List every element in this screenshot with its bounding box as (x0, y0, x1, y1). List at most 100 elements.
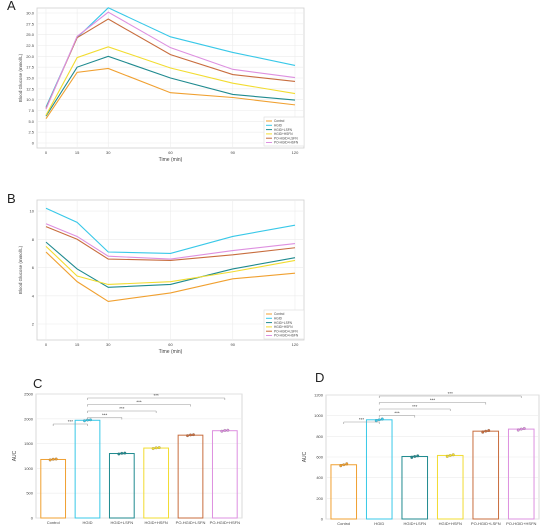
chart-d-ytick-label: 400 (316, 475, 323, 480)
chart-d-data-point (519, 427, 523, 431)
chart-c-data-point (117, 452, 121, 456)
chart-a-series-line-2 (45, 55, 296, 117)
chart-b-xtick-label: 15 (75, 342, 80, 347)
chart-c-bar-3 (143, 447, 170, 519)
chart-d-category-label: PO-HGID+LSFN (471, 521, 501, 526)
chart-a-legend-label: HGID+HSFN (274, 132, 293, 136)
chart-b-xtick-label: 30 (106, 342, 111, 347)
chart-a-ytick-label: 15.0 (26, 76, 35, 81)
chart-b-legend-label: Control (274, 312, 285, 316)
chart-c-ytick-label: 1000 (24, 466, 34, 471)
chart-d-category-label: HGID (374, 521, 384, 526)
chart-d-data-point (413, 455, 417, 458)
chart-a-ytick-label: 0 (32, 141, 35, 146)
chart-a-y-axis-label: Blood Glucose (mmol/L) (18, 53, 23, 102)
chart-c-ytick-label: 500 (26, 491, 33, 496)
chart-d-data-point (410, 456, 414, 459)
panel-d-label: D (315, 370, 325, 385)
chart-a-legend-label: PO-HGID+LSFN (274, 136, 298, 140)
chart-d-data-point (481, 430, 485, 434)
chart-c-data-point (223, 429, 227, 432)
chart-c-data-point (220, 429, 224, 433)
chart-a-xtick-label: 0 (45, 150, 48, 155)
chart-d-data-point (487, 429, 491, 432)
chart-a-ytick-label: 17.5 (26, 65, 35, 70)
chart-c-sig-label: *** (68, 419, 74, 424)
chart-a-series-line-5 (45, 11, 296, 110)
chart-c-sig-label: *** (102, 413, 108, 418)
chart-a-legend-label: Control (274, 119, 285, 123)
chart-c-plot-frame (35, 393, 243, 519)
chart-c-data-point (51, 457, 55, 461)
chart-d-ytick-label: 200 (316, 496, 323, 501)
chart-b-y-axis-label: Blood Glucose (mmol/L) (18, 245, 23, 294)
chart-b-x-axis-label: Time (min) (159, 349, 183, 355)
chart-a-xtick-label: 15 (75, 150, 80, 155)
chart-d-category-label: Control (337, 521, 350, 526)
chart-c-data-point (226, 428, 230, 432)
chart-a-legend-label: HGID (274, 124, 283, 128)
chart-a-ytick-label: 5.0 (28, 119, 34, 124)
chart-c-data-point (192, 433, 195, 437)
chart-d-category-label: HGID+HSFN (439, 521, 462, 526)
chart-c-data-point (186, 434, 189, 438)
chart-a-ytick-label: 22.5 (26, 43, 35, 48)
chart-c-sig-label: *** (119, 406, 125, 411)
chart-c-data-point (83, 419, 86, 423)
chart-d-sig-label: *** (448, 391, 454, 396)
chart-b-series-line-5 (45, 223, 296, 260)
chart-c-category-label: PO-HGID+LSFN (176, 520, 206, 525)
chart-a-ytick-label: 7.5 (28, 108, 34, 113)
chart-a-xtick-label: 60 (168, 150, 173, 155)
chart-b-ytick-label: 10 (30, 209, 35, 214)
chart-d-data-point (339, 464, 343, 468)
chart-c-data-point (151, 447, 155, 450)
chart-c-bar-2 (108, 453, 135, 519)
chart-a-xtick-label: 30 (106, 150, 111, 155)
chart-d-bar-0 (330, 464, 358, 520)
chart-c-ytick-label: 1500 (24, 441, 34, 446)
chart-d-data-point (445, 455, 449, 458)
chart-a-ytick-label: 30.0 (26, 11, 35, 16)
chart-b-legend-label: HGID+LSFN (274, 321, 293, 325)
chart-b-series-line-3 (45, 245, 296, 286)
chart-c-sig-label: *** (154, 393, 160, 398)
panel-c-label: C (33, 376, 43, 391)
chart-c-data-point (120, 451, 124, 455)
chart-b-legend-label: HGID (274, 317, 283, 321)
chart-b-legend-label: PO-HGID+HSFN (274, 334, 299, 338)
chart-c-data-point (123, 451, 127, 455)
chart-c-category-label: HGID+HSFN (145, 520, 168, 525)
chart-a-ytick-label: 27.5 (26, 21, 35, 26)
chart-b-ytick-label: 8 (32, 237, 35, 242)
chart-a-xtick-label: 120 (292, 150, 299, 155)
chart-c-bar-4 (177, 434, 204, 519)
chart-d-ytick-label: 600 (316, 455, 323, 460)
chart-b-series-line-0 (45, 251, 296, 302)
chart-b-xtick-label: 60 (168, 342, 173, 347)
chart-b-series-line-1 (45, 207, 296, 254)
chart-a-ytick-label: 20.0 (26, 54, 35, 59)
chart-b-ytick-label: 2 (32, 322, 35, 327)
panel-a-label: A (7, 0, 16, 13)
panel-b-label: B (7, 191, 16, 206)
chart-d-data-point (448, 454, 452, 457)
chart-c-y-axis-label: AUC (12, 450, 18, 461)
chart-b-ytick-label: 6 (32, 265, 35, 270)
chart-d-data-point (484, 429, 488, 433)
chart-c-category-label: PO-HGID+HSFN (210, 520, 240, 525)
chart-a-x-axis-label: Time (min) (159, 157, 183, 163)
chart-a-legend-box (263, 116, 305, 147)
chart-b-legend-label: HGID+HSFN (274, 325, 293, 329)
chart-a-ytick-label: 2.5 (28, 130, 34, 135)
chart-a-ytick-label: 25.0 (26, 32, 35, 37)
chart-d-sig-label: *** (430, 398, 436, 403)
chart-d-ytick-label: 800 (316, 434, 323, 439)
chart-d-ytick-label: 1000 (314, 413, 324, 418)
chart-b-legend-box (263, 309, 305, 340)
chart-d-data-point (380, 417, 384, 421)
chart-c-category-label: HGID (83, 520, 93, 525)
chart-a-legend-label: PO-HGID+HSFN (274, 141, 299, 145)
chart-d-sig-label: *** (359, 417, 365, 422)
